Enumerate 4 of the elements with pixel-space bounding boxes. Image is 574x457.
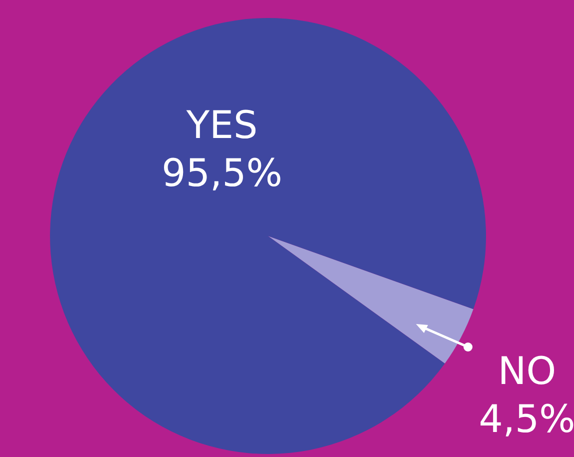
- data-label: 4,5%: [478, 396, 574, 441]
- data-label: 95,5%: [162, 150, 282, 195]
- slice-label: NO: [498, 348, 556, 393]
- slice-label: YES: [185, 102, 258, 147]
